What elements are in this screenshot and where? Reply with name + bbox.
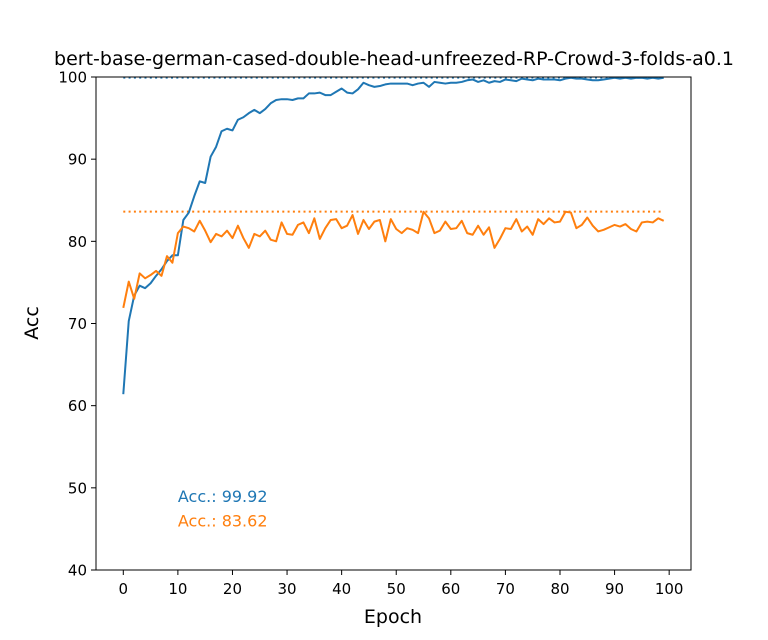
x-tick-label: 70 xyxy=(496,580,515,598)
x-tick-label: 60 xyxy=(441,580,460,598)
y-tick-label: 70 xyxy=(68,315,87,333)
x-tick-label: 40 xyxy=(332,580,351,598)
accuracy-annotation: Acc.: 83.62 xyxy=(178,511,268,530)
annotations: Acc.: 99.92 Acc.: 83.62 xyxy=(178,487,268,531)
y-tick-label: 100 xyxy=(58,69,87,87)
x-tick-label: 0 xyxy=(119,580,129,598)
y-tick-label: 80 xyxy=(68,233,87,251)
y-tick-label: 60 xyxy=(68,397,87,415)
chart-title: bert-base-german-cased-double-head-unfre… xyxy=(54,48,734,70)
series-lines xyxy=(122,77,665,395)
y-tick-label: 90 xyxy=(68,151,87,169)
y-tick-label: 40 xyxy=(68,562,87,580)
x-axis-label: Epoch xyxy=(364,606,422,628)
x-tick-label: 50 xyxy=(387,580,406,598)
y-axis-label: Acc xyxy=(21,306,43,340)
accuracy-annotation: Acc.: 99.92 xyxy=(178,487,268,506)
x-tick-label: 10 xyxy=(168,580,187,598)
x-tick-label: 90 xyxy=(605,580,624,598)
x-axis: 0 10 20 30 40 50 60 70 80 90 100 xyxy=(119,570,684,598)
x-tick-label: 100 xyxy=(655,580,684,598)
y-tick-label: 50 xyxy=(68,479,87,497)
series-line-0 xyxy=(122,77,664,395)
x-tick-label: 80 xyxy=(550,580,569,598)
x-tick-label: 30 xyxy=(278,580,297,598)
series-line-1 xyxy=(122,210,665,309)
x-tick-label: 20 xyxy=(223,580,242,598)
y-axis: 40 50 60 70 80 90 100 xyxy=(58,69,96,580)
